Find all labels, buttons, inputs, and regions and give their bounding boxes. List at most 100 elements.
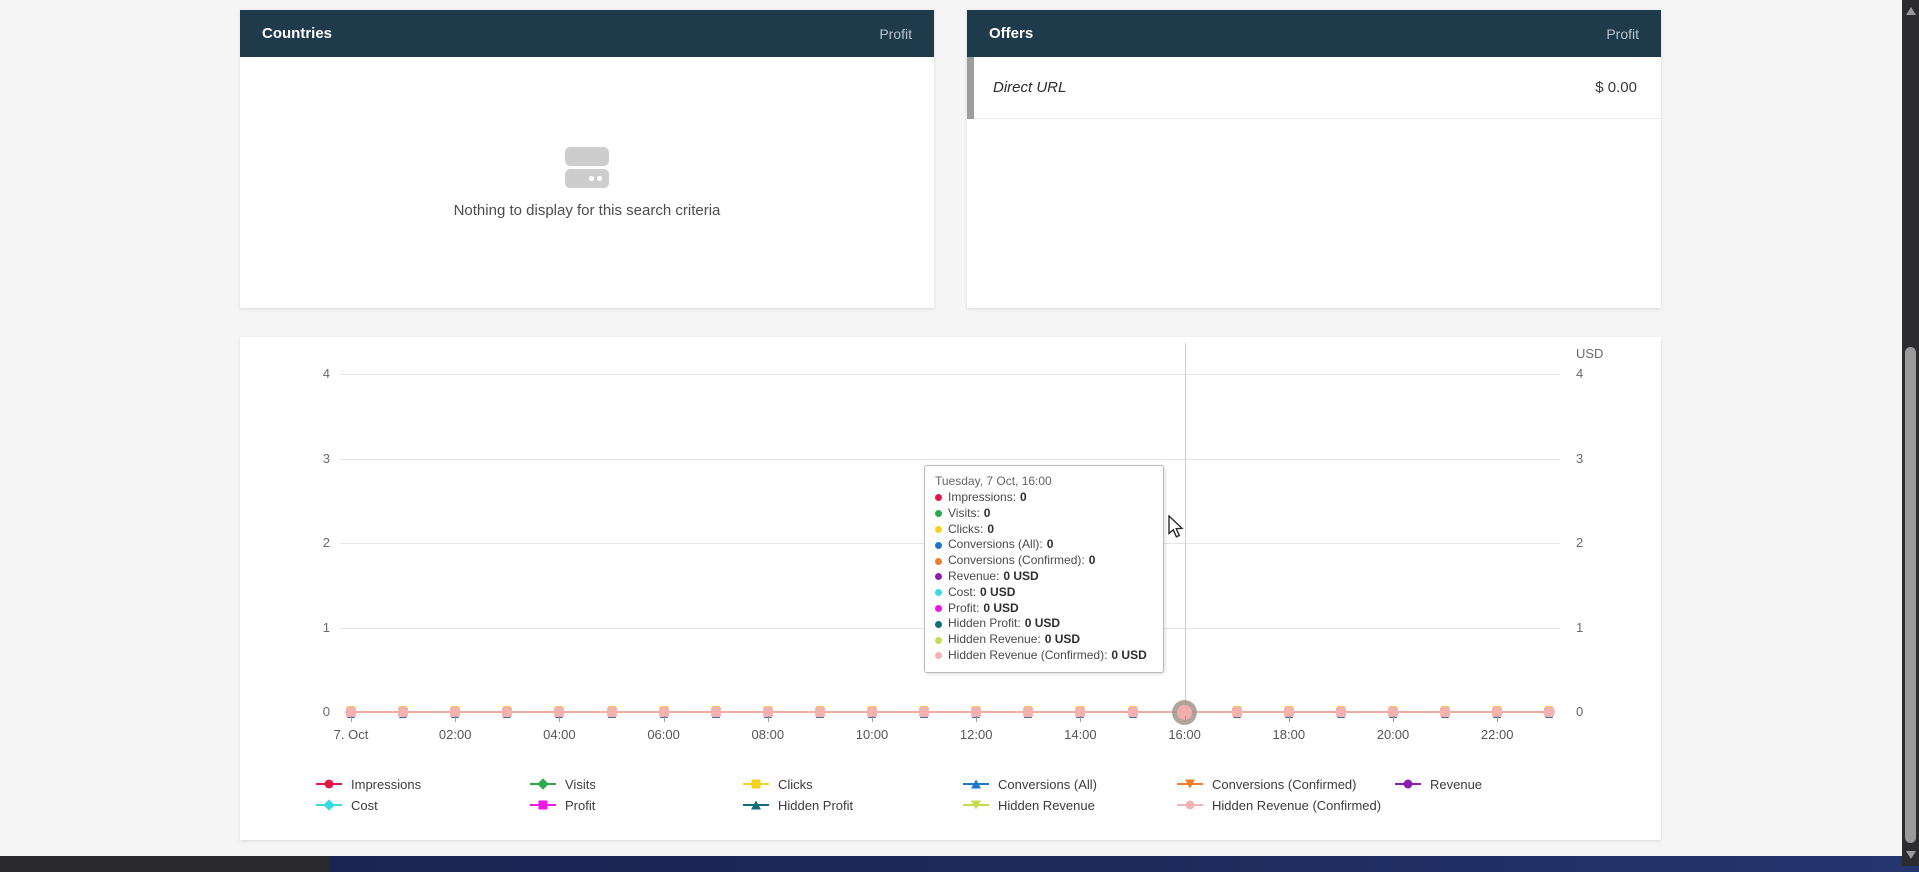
x-axis-tick [1288,716,1290,722]
x-axis-tick [351,716,352,722]
data-point-marker[interactable] [1388,707,1398,717]
data-point-marker[interactable] [1127,707,1138,717]
tooltip-series-bullet [935,620,942,628]
tooltip-item-value: 0 USD [1111,647,1147,662]
legend-item-conversions-all[interactable]: Conversions (All) [963,774,1097,794]
tooltip-item-value: 0 USD [1024,616,1061,631]
legend-marker-line [530,778,556,790]
scroll-down-arrow-icon[interactable] [1905,851,1916,859]
tooltip-item-value: 0 USD [980,584,1016,599]
vertical-scrollbar[interactable] [1902,0,1919,866]
x-axis-tick [1080,716,1082,722]
legend-item-label: Hidden Profit [778,797,854,813]
data-point-marker[interactable] [1492,707,1503,717]
tooltip-item: Conversions (Confirmed): 0 [935,553,1153,569]
y-axis-tick-label: 2 [322,535,330,550]
tooltip-item-value: 0 [1046,537,1054,552]
y-axis-tick-label: 3 [322,450,330,466]
offers-metric-header: Profit [1606,25,1639,42]
data-point-marker[interactable] [1544,707,1555,717]
legend-square-icon [538,800,548,810]
data-point-marker[interactable] [867,707,877,717]
data-point-marker[interactable] [814,707,825,717]
y-axis-tick-label: 0 [322,704,330,719]
offer-profit-value: $ 0.00 [1595,79,1637,96]
chart-tooltip: Tuesday, 7 Oct, 16:00 Impressions: 0 Visit… [924,465,1164,673]
data-point-marker[interactable] [554,707,565,717]
tooltip-item-label: Visits: [948,505,980,520]
tooltip-series-bullet [935,494,942,502]
x-axis-tick [663,716,665,722]
offers-left-scrollbar[interactable] [967,57,974,119]
legend-item-label: Conversions (All) [998,776,1097,792]
data-point-marker[interactable] [1283,707,1294,717]
x-axis-tick-label: 10:00 [855,727,889,742]
legend-marker-line [743,800,769,810]
vertical-scrollbar-thumb[interactable] [1905,347,1916,843]
tooltip-timestamp: Tuesday, 7 Oct, 16:00 [935,474,1052,488]
data-point-marker[interactable] [398,707,409,717]
x-axis-tick [1393,716,1394,722]
data-point-marker[interactable] [971,707,982,717]
tooltip-item-label: Conversions (All): [948,537,1043,552]
horizontal-scrollbar-thumb[interactable] [0,856,330,872]
horizontal-scrollbar[interactable] [0,856,1919,872]
x-axis-tick-label: 16:00 [1168,727,1201,742]
tooltip-series-bullet [935,510,942,518]
x-axis-tick-label: 7. Oct [333,727,369,742]
legend-item-conversions-confirmed[interactable]: Conversions (Confirmed) [1177,774,1357,794]
legend-item-label: Revenue [1430,776,1483,792]
data-point-marker[interactable] [502,707,513,717]
series-zero-line [345,711,1555,713]
tooltip-item: Conversions (All): 0 [935,537,1153,553]
data-point-marker[interactable] [606,707,617,717]
legend-item-hidden-revenue[interactable]: Hidden Revenue [963,795,1095,815]
data-point-marker[interactable] [658,707,669,717]
legend-marker-line [743,779,769,789]
legend-item-hidden-profit[interactable]: Hidden Profit [743,795,853,815]
tooltip-item: Clicks: 0 [935,522,1153,538]
y-axis-tick-label-right: 4 [1576,366,1584,381]
legend-circle-icon [324,779,334,789]
tooltip-item: Impressions: 0 [935,490,1153,506]
legend-marker-line [530,800,556,810]
tooltip-item-label: Cost: [948,584,977,599]
data-point-marker[interactable] [346,707,356,717]
data-point-marker[interactable] [1023,707,1034,717]
x-axis-tick-label: 12:00 [959,727,993,742]
legend-item-clicks[interactable]: Clicks [743,774,813,794]
legend-item-label: Clicks [778,776,813,792]
data-point-marker[interactable] [1440,707,1451,717]
offers-list: Direct URL $ 0.00 [967,57,1661,308]
x-axis-tick-label: 18:00 [1272,727,1306,742]
scroll-up-arrow-icon[interactable] [1905,7,1916,15]
y-axis-tick-label-right: 3 [1576,450,1584,466]
data-point-marker[interactable] [450,707,461,717]
legend-item-visits[interactable]: Visits [530,774,596,794]
tooltip-item-label: Hidden Revenue (Confirmed): [948,647,1108,662]
tooltip-item-label: Revenue: [948,568,1000,583]
data-point-marker[interactable] [1231,707,1242,717]
offers-panel-header: Offers Profit [967,10,1661,57]
tooltip-item: Hidden Profit: 0 USD [935,616,1153,632]
legend-item-revenue[interactable]: Revenue [1395,774,1482,794]
legend-item-cost[interactable]: Cost [316,795,378,815]
y-gridline [340,374,1560,375]
tooltip-item: Revenue: 0 USD [935,569,1153,585]
data-point-marker[interactable] [762,707,773,717]
legend-item-hidden-revenue-confirmed[interactable]: Hidden Revenue (Confirmed) [1177,795,1381,815]
hovered-data-point[interactable] [1177,704,1193,720]
legend-item-label: Hidden Revenue (Confirmed) [1212,797,1382,813]
data-point-marker[interactable] [1335,707,1346,717]
tooltip-item-value: 0 [983,505,991,520]
legend-item-label: Impressions [351,776,422,792]
empty-state-message: Nothing to display for this search crite… [453,201,721,219]
legend-item-profit[interactable]: Profit [530,795,595,815]
offer-row[interactable]: Direct URL $ 0.00 [967,57,1661,119]
data-point-marker[interactable] [1075,707,1086,717]
tooltip-series-bullet [935,604,942,612]
legend-item-impressions[interactable]: Impressions [316,774,421,794]
data-point-marker[interactable] [710,707,721,717]
data-point-marker[interactable] [919,707,930,717]
